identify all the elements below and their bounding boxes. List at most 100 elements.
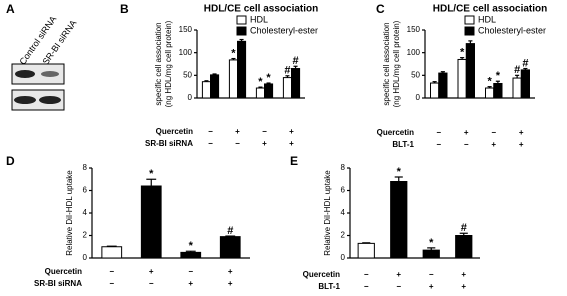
y-tick-label: 0 — [83, 253, 88, 262]
significance-mark: * — [397, 166, 402, 178]
bar — [219, 236, 241, 259]
condition-sign: + — [429, 282, 434, 291]
y-tick-label: 4 — [341, 208, 346, 217]
bar — [357, 242, 375, 259]
condition-sign: + — [289, 127, 294, 136]
y-tick-label: 0 — [416, 93, 421, 102]
condition-label: BLT-1 — [392, 140, 414, 149]
bar — [455, 235, 473, 259]
condition-sign: − — [396, 282, 401, 291]
blot-box — [11, 63, 65, 85]
y-tick-label: 150 — [179, 25, 193, 34]
y-tick-label: 0 — [341, 253, 346, 262]
condition-sign: − — [364, 282, 369, 291]
y-axis-label: specific cell association — [382, 22, 391, 105]
significance-mark: * — [487, 76, 492, 88]
condition-sign: − — [188, 267, 193, 276]
significance-mark: * — [258, 76, 263, 88]
condition-sign: + — [491, 140, 496, 149]
bar — [210, 74, 220, 99]
chart-title: HDL/CE cell association — [433, 4, 547, 15]
condition-sign: − — [208, 139, 213, 148]
bar — [228, 59, 238, 99]
significance-mark: * — [496, 70, 501, 82]
condition-sign: + — [235, 127, 240, 136]
blot-band — [15, 70, 35, 78]
blot-band — [41, 71, 59, 77]
condition-sign: − — [109, 279, 114, 288]
bar — [493, 82, 503, 99]
bar — [282, 77, 292, 99]
condition-label: Quercetin — [377, 128, 414, 137]
bar — [512, 77, 522, 99]
y-tick-label: 50 — [183, 70, 192, 79]
bar — [485, 87, 495, 99]
y-tick-label: 100 — [407, 48, 421, 57]
bar — [201, 81, 211, 99]
significance-mark: # — [461, 222, 467, 234]
panel-label: D — [6, 154, 15, 168]
condition-sign: + — [519, 140, 524, 149]
significance-mark: # — [292, 55, 298, 67]
condition-sign: − — [491, 128, 496, 137]
condition-sign: + — [461, 270, 466, 279]
y-tick-label: 8 — [341, 163, 346, 172]
significance-mark: # — [227, 225, 233, 237]
bar — [390, 181, 408, 259]
bar — [180, 251, 202, 259]
significance-mark: * — [189, 240, 194, 252]
condition-label: SR-BI siRNA — [145, 139, 193, 148]
significance-mark: # — [522, 57, 528, 69]
bar — [457, 58, 467, 99]
bar — [101, 246, 123, 259]
condition-label: BLT-1 — [318, 282, 340, 291]
condition-sign: + — [464, 128, 469, 137]
condition-sign: + — [519, 128, 524, 137]
significance-mark: * — [429, 237, 434, 249]
significance-mark: # — [284, 65, 290, 77]
y-axis-label: (ng HDL/mg cell protein) — [164, 20, 173, 107]
y-axis-label: Relative DiI-HDL uptake — [323, 170, 332, 256]
significance-mark: * — [460, 47, 465, 59]
condition-label: Quercetin — [156, 127, 193, 136]
blot-band — [39, 96, 61, 104]
condition-sign: + — [396, 270, 401, 279]
condition-sign: − — [436, 128, 441, 137]
y-axis-label: (ng HDL/mg cell protein) — [392, 20, 401, 107]
bar — [237, 40, 247, 99]
y-tick-label: 0 — [188, 93, 193, 102]
condition-sign: + — [188, 279, 193, 288]
condition-sign: + — [262, 139, 267, 148]
condition-sign: + — [228, 279, 233, 288]
y-axis-label: specific cell association — [154, 22, 163, 105]
bar — [422, 249, 440, 259]
condition-sign: − — [235, 139, 240, 148]
panel-label: C — [376, 2, 385, 16]
legend-label: Cholesteryl-ester — [478, 25, 546, 35]
bar — [291, 68, 301, 99]
condition-label: Quercetin — [303, 270, 340, 279]
bar — [520, 69, 530, 99]
condition-label: SR-BI siRNA — [34, 279, 82, 288]
condition-sign: − — [149, 279, 154, 288]
condition-sign: + — [228, 267, 233, 276]
condition-sign: − — [208, 127, 213, 136]
chart-title: HDL/CE cell association — [204, 4, 318, 15]
significance-mark: # — [514, 64, 520, 76]
bar — [255, 87, 265, 99]
y-tick-label: 150 — [407, 25, 421, 34]
y-tick-label: 6 — [83, 186, 88, 195]
y-tick-label: 100 — [179, 48, 193, 57]
condition-sign: − — [262, 127, 267, 136]
bar — [438, 72, 448, 99]
y-tick-label: 6 — [341, 186, 346, 195]
condition-sign: + — [289, 139, 294, 148]
panel-label: B — [120, 2, 129, 16]
legend-swatch — [464, 26, 475, 36]
legend-label: HDL — [250, 14, 268, 24]
bar — [430, 82, 440, 99]
blot-band — [14, 96, 36, 104]
significance-mark: * — [468, 30, 473, 42]
y-tick-label: 2 — [341, 231, 346, 240]
